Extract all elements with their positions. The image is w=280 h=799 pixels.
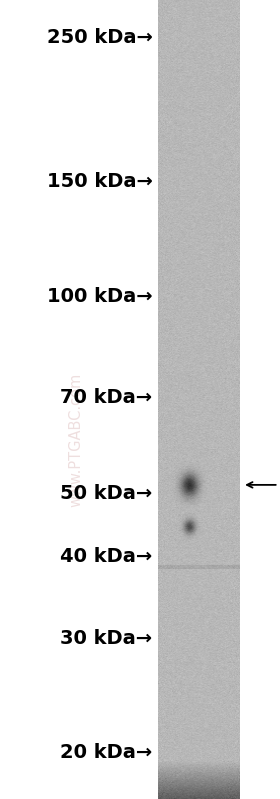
Text: 50 kDa→: 50 kDa→ bbox=[60, 483, 153, 503]
Text: 250 kDa→: 250 kDa→ bbox=[47, 28, 153, 46]
Text: 100 kDa→: 100 kDa→ bbox=[47, 288, 153, 306]
Text: 150 kDa→: 150 kDa→ bbox=[47, 173, 153, 192]
Text: 30 kDa→: 30 kDa→ bbox=[60, 629, 153, 647]
Text: 20 kDa→: 20 kDa→ bbox=[60, 743, 153, 762]
Text: www.PTGABC.com: www.PTGABC.com bbox=[68, 372, 83, 507]
Text: 40 kDa→: 40 kDa→ bbox=[60, 547, 153, 566]
Text: 70 kDa→: 70 kDa→ bbox=[60, 388, 153, 407]
